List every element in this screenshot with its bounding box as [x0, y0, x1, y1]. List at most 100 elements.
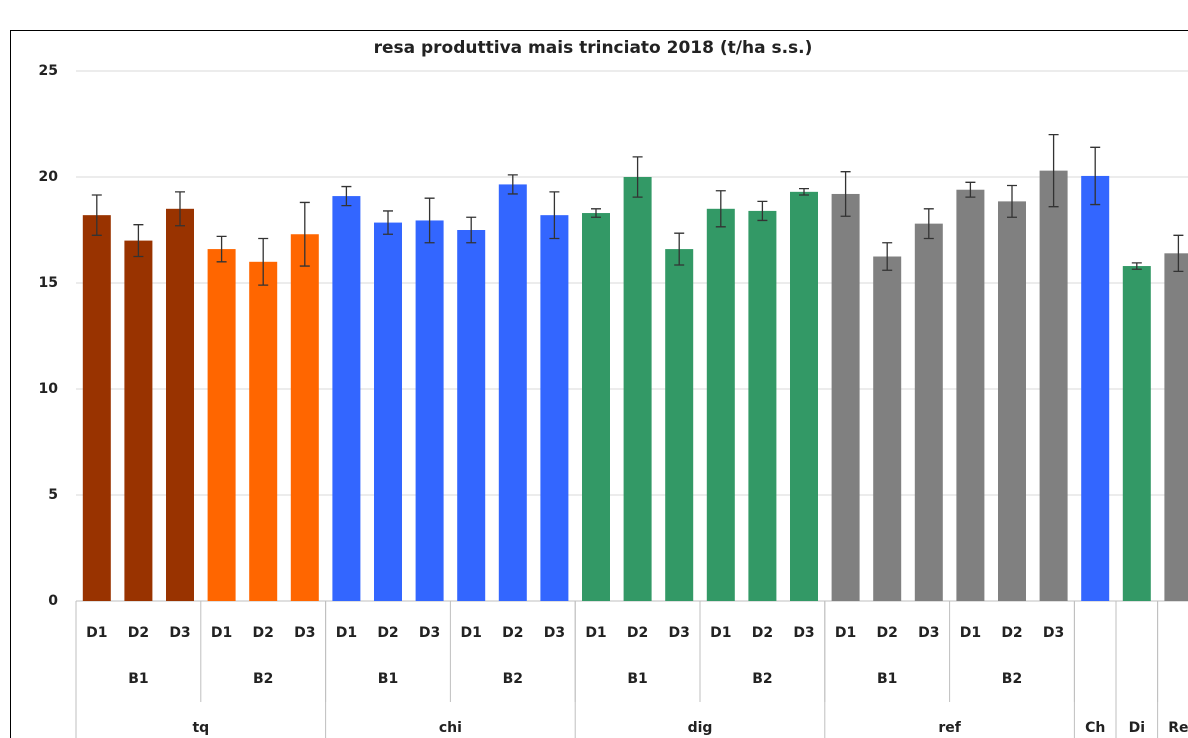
bar: [457, 230, 486, 601]
bar: [82, 215, 111, 601]
x-tick-label: D1: [86, 625, 107, 641]
bar: [706, 208, 735, 602]
bar: [1164, 253, 1188, 601]
bar: [332, 196, 361, 601]
group-label: Re: [1168, 720, 1188, 736]
error-bar: [299, 201, 310, 267]
group-label: B1: [378, 671, 398, 687]
bar: [1039, 170, 1068, 601]
bar: [790, 191, 818, 601]
bar: [1081, 175, 1110, 601]
x-tick-label: D2: [877, 625, 898, 641]
group-label: B2: [253, 671, 273, 687]
bar: [665, 249, 694, 601]
y-tick-label: 15: [39, 275, 58, 291]
error-bar: [507, 174, 518, 195]
x-tick-label: D3: [419, 625, 440, 641]
x-tick-label: D3: [669, 625, 690, 641]
error-bar: [757, 200, 768, 222]
error-bar: [840, 171, 851, 217]
bar: [831, 193, 860, 601]
group-label: B2: [1002, 671, 1022, 687]
x-tick-label: D2: [128, 625, 149, 641]
x-tick-label: D2: [377, 625, 398, 641]
bar: [873, 256, 902, 601]
x-tick-label: D1: [960, 625, 981, 641]
bar: [1122, 266, 1151, 601]
x-tick-label: D1: [211, 625, 232, 641]
x-tick-label: D3: [169, 625, 190, 641]
group-label: B1: [877, 671, 897, 687]
x-tick-label: D2: [253, 625, 274, 641]
bar: [166, 208, 194, 602]
bar: [207, 249, 236, 601]
bar: [623, 177, 652, 601]
group-label: B1: [627, 671, 647, 687]
error-bar: [216, 235, 227, 263]
error-bar: [591, 208, 601, 218]
x-tick-label: D2: [1001, 625, 1022, 641]
bar: [498, 184, 527, 602]
x-tick-label: D1: [461, 625, 482, 641]
error-bar: [1131, 262, 1142, 270]
error-bar: [133, 224, 144, 258]
error-bar: [549, 191, 560, 240]
chart-title: resa produttiva mais trinciato 2018 (t/h…: [374, 38, 813, 58]
x-tick-label: D3: [1043, 625, 1064, 641]
error-bar: [466, 216, 477, 244]
x-tick-label: D2: [627, 625, 648, 641]
error-bar: [923, 208, 934, 240]
y-tick-label: 20: [39, 169, 59, 185]
bar: [374, 222, 402, 601]
error-bar: [1173, 234, 1184, 272]
x-tick-label: D1: [585, 625, 606, 641]
error-bar: [1048, 133, 1059, 208]
error-bar: [91, 194, 102, 236]
group-label: Ch: [1085, 720, 1105, 736]
bar: [290, 234, 319, 602]
bar: [998, 201, 1026, 601]
error-bar: [383, 210, 393, 235]
error-bar: [1007, 184, 1017, 218]
group-label: B2: [752, 671, 772, 687]
error-bar: [341, 185, 352, 207]
group-label: tq: [192, 720, 209, 736]
error-bar: [424, 197, 435, 244]
bar: [956, 189, 985, 601]
group-label: B2: [503, 671, 523, 687]
x-tick-label: D3: [294, 625, 315, 641]
bar: [582, 213, 610, 602]
group-label: ref: [938, 720, 961, 736]
bar: [914, 223, 943, 601]
error-bar: [674, 232, 685, 266]
x-tick-label: D2: [752, 625, 773, 641]
bar: [249, 261, 278, 601]
y-tick-label: 0: [48, 593, 58, 609]
x-tick-label: D2: [502, 625, 523, 641]
error-bar: [965, 181, 976, 198]
x-tick-label: D1: [710, 625, 731, 641]
group-label: B1: [128, 671, 148, 687]
error-bar: [258, 237, 269, 286]
x-tick-label: D1: [835, 625, 856, 641]
y-tick-label: 5: [48, 487, 58, 503]
error-bar: [1090, 146, 1101, 206]
x-tick-label: D3: [793, 625, 814, 641]
error-bar: [632, 156, 643, 198]
error-bar: [175, 191, 185, 227]
error-bar: [799, 188, 809, 196]
group-label: chi: [439, 720, 462, 736]
bar: [748, 210, 777, 602]
bar: [540, 215, 569, 601]
bar: [415, 220, 444, 601]
group-label: Di: [1129, 720, 1145, 736]
x-tick-label: D3: [918, 625, 939, 641]
y-tick-label: 25: [39, 63, 58, 79]
bar: [124, 240, 153, 601]
group-label: dig: [688, 720, 713, 736]
y-tick-label: 10: [39, 381, 59, 397]
error-bar: [715, 190, 726, 228]
x-tick-label: D3: [544, 625, 565, 641]
